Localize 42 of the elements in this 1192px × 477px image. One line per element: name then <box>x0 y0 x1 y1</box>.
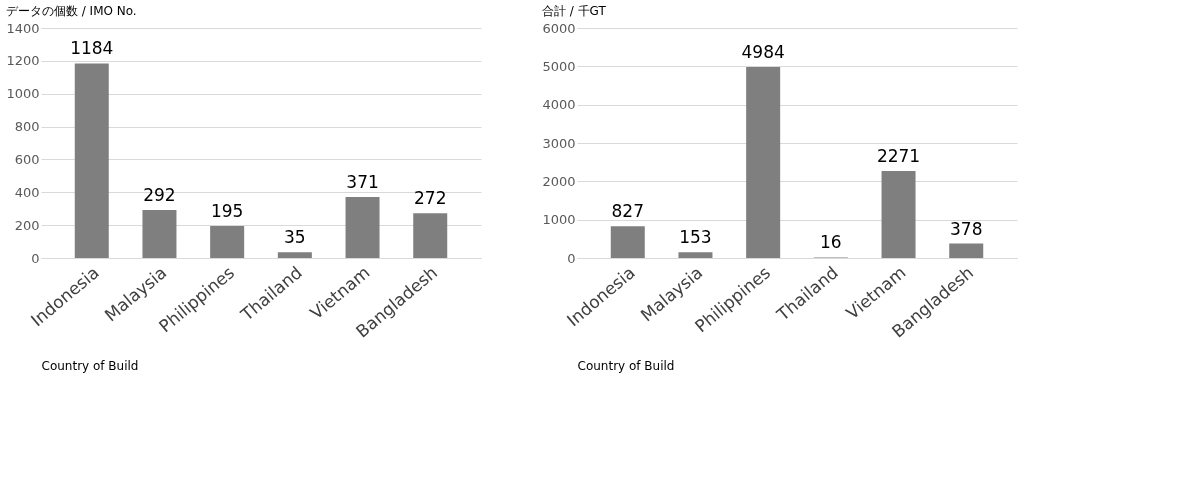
y-tick-label: 6000 <box>542 20 576 36</box>
y-tick-label: 400 <box>14 184 40 200</box>
bar <box>746 66 781 258</box>
data-label: 378 <box>950 218 983 239</box>
data-label: 371 <box>346 172 379 193</box>
bar <box>949 243 984 258</box>
bar <box>210 225 245 258</box>
data-label: 16 <box>820 232 842 253</box>
y-tick-label: 1200 <box>6 53 40 69</box>
bar <box>881 170 916 258</box>
y-tick-label: 4000 <box>542 97 576 113</box>
chart-title: 合計 / 千GT <box>541 4 607 18</box>
bar <box>142 210 177 258</box>
data-label: 2271 <box>876 145 921 166</box>
x-axis-title: Country of Build <box>41 358 139 373</box>
data-label: 272 <box>414 188 447 209</box>
data-label: 195 <box>210 200 244 221</box>
y-tick-label: 1400 <box>6 20 40 36</box>
data-label: 292 <box>143 185 176 206</box>
y-tick-label: 800 <box>14 119 40 135</box>
data-label: 153 <box>679 227 712 248</box>
bar <box>74 63 109 258</box>
y-tick-label: 2000 <box>542 173 576 189</box>
data-label: 827 <box>611 201 644 222</box>
bar <box>277 252 312 258</box>
y-tick-label: 5000 <box>542 58 576 74</box>
y-tick-label: 200 <box>14 217 40 233</box>
y-tick-label: 3000 <box>542 135 576 151</box>
y-tick-label: 1000 <box>542 212 576 228</box>
y-tick-label: 600 <box>14 151 40 167</box>
data-label: 1184 <box>70 38 114 59</box>
y-tick-label: 0 <box>567 250 576 266</box>
bar <box>413 213 448 258</box>
chart-title: データの個数 / IMO No. <box>5 4 137 18</box>
bar <box>610 226 645 258</box>
y-tick-label: 1000 <box>6 86 40 102</box>
x-axis-title: Country of Build <box>577 358 675 373</box>
bar <box>678 252 713 258</box>
bar <box>345 197 380 258</box>
data-label: 35 <box>284 227 306 248</box>
data-label: 4984 <box>741 41 785 62</box>
y-tick-label: 0 <box>31 250 40 266</box>
